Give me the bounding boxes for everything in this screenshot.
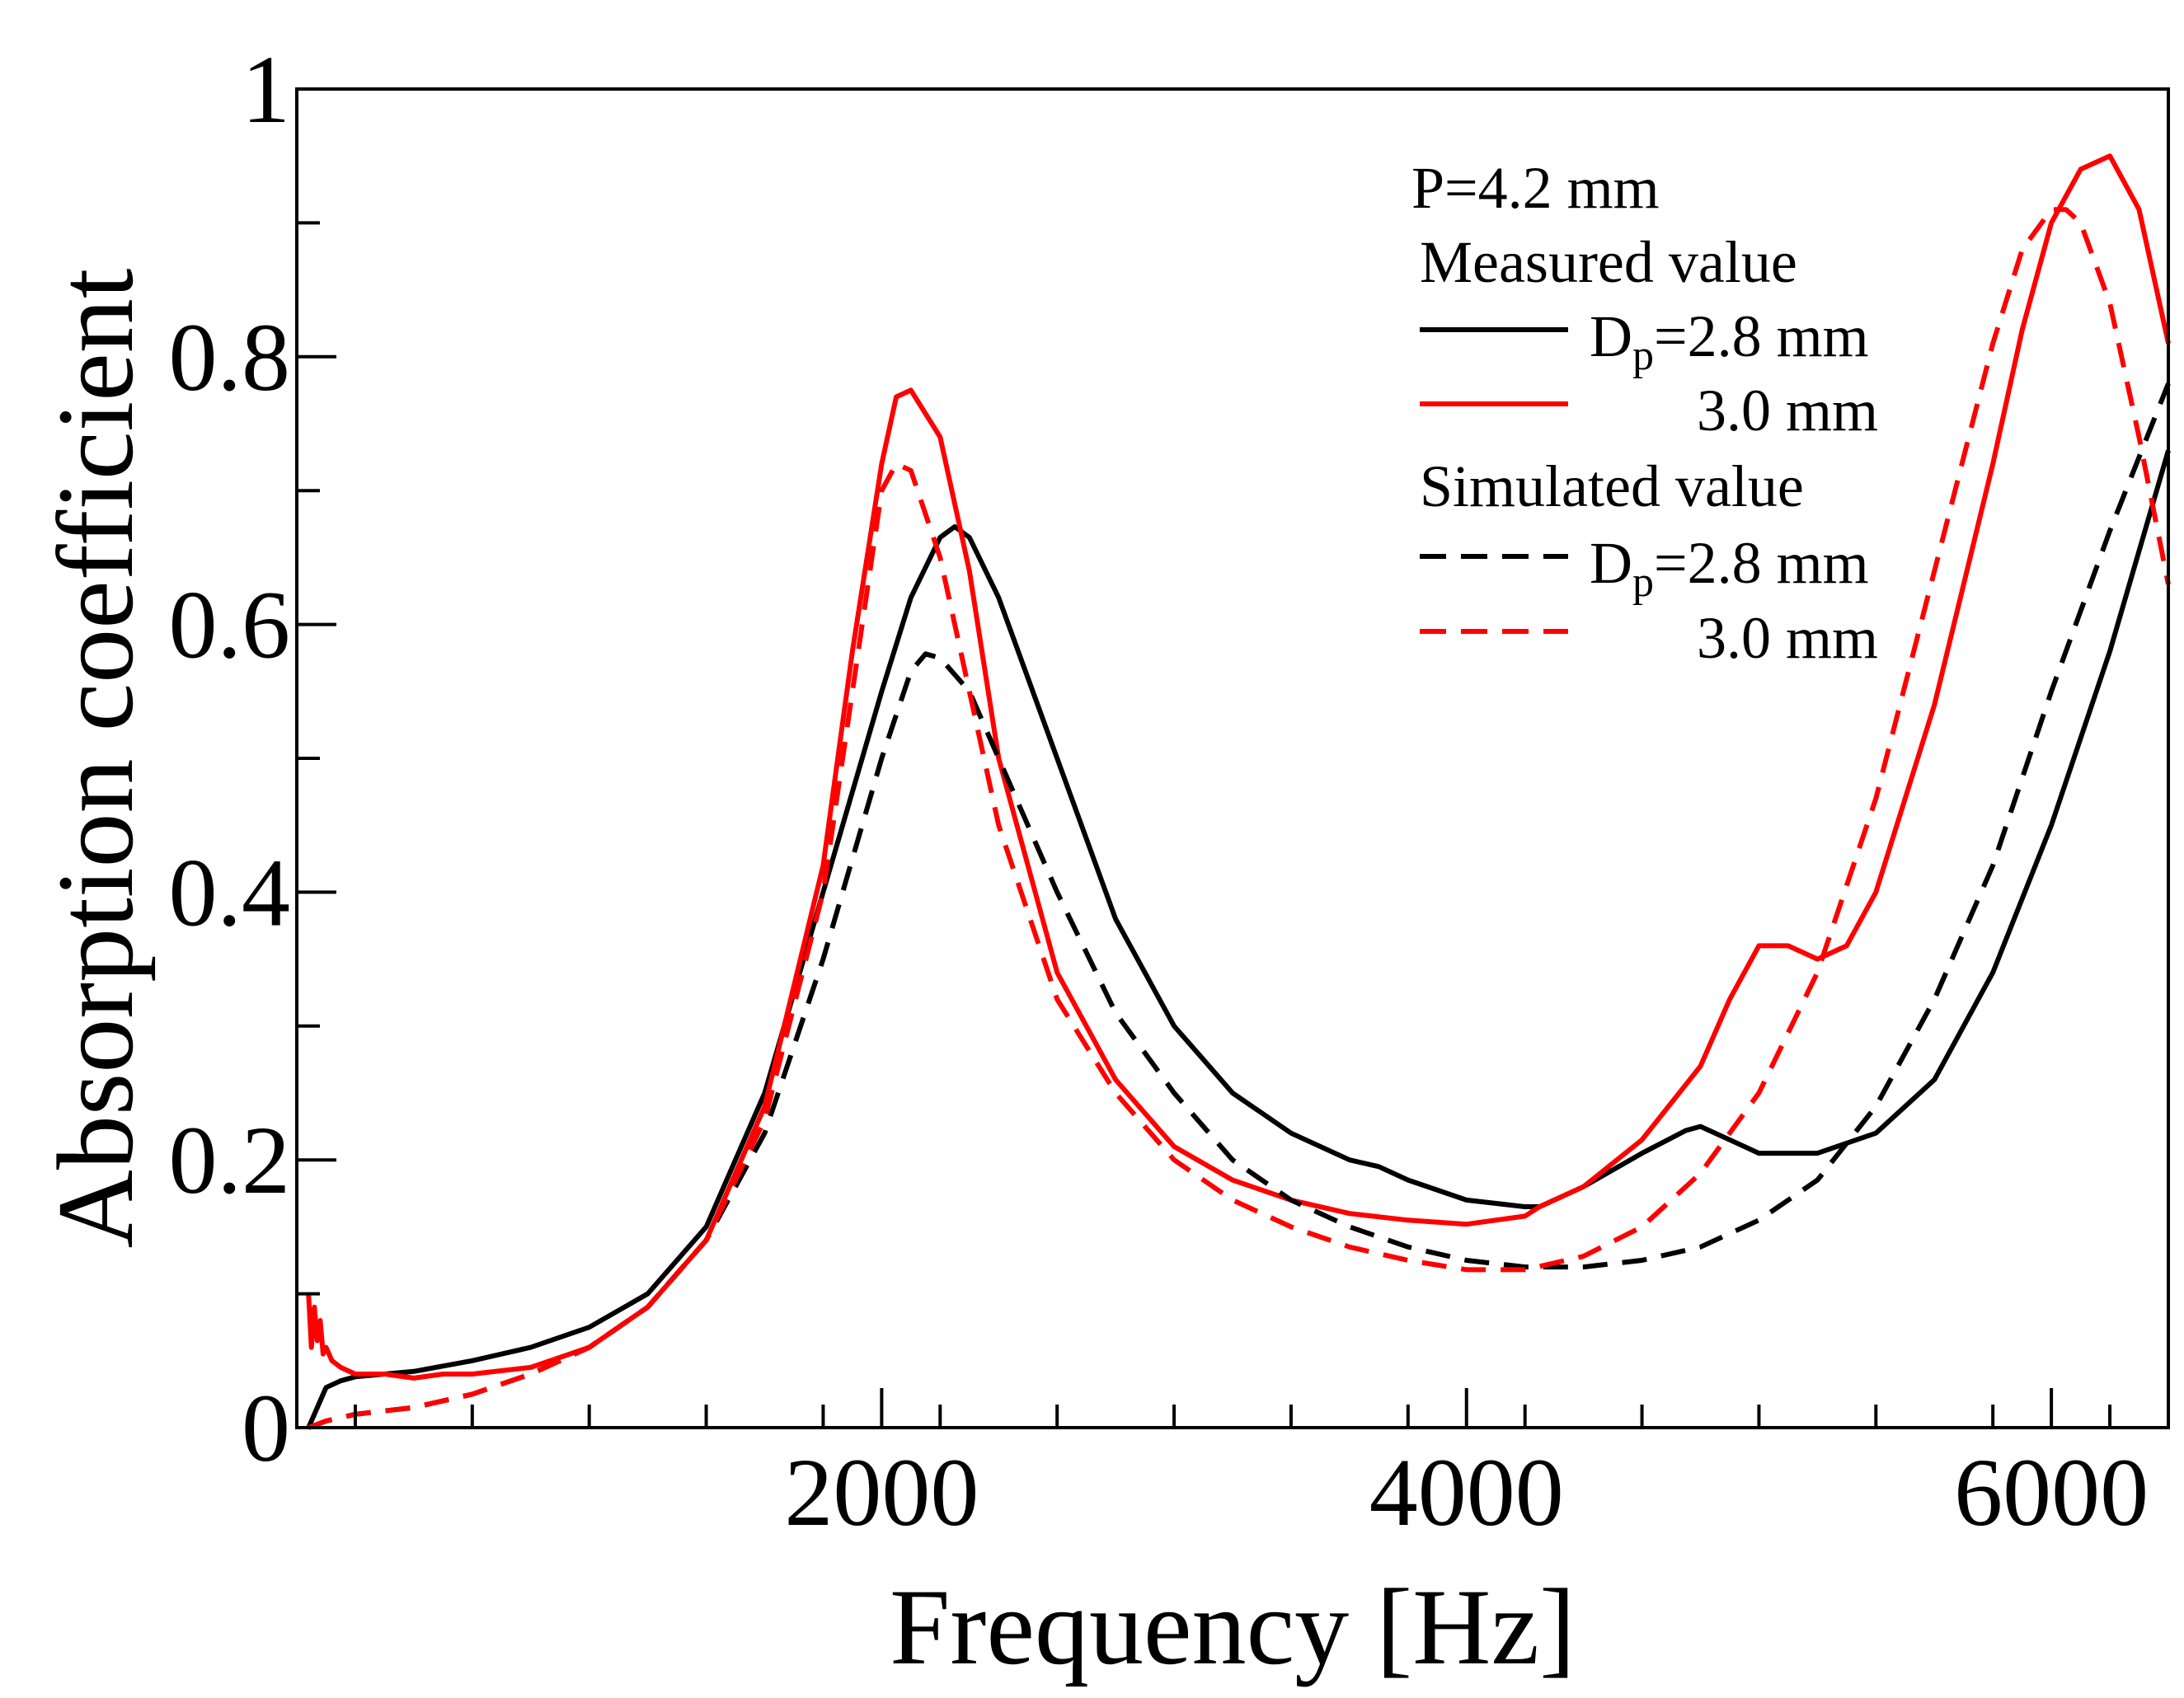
y-tick-label: 0.8 [169,303,291,411]
legend-label-simulated-2-8: Dp=2.8 mm [1590,530,1869,606]
legend-symbol-2: D [1590,530,1632,596]
ticks-layer: 2000 4000 6000 0 0.2 0.4 0.6 0.8 1 [169,35,2149,1546]
x-axis-title: Frequency [Hz] [890,1566,1576,1687]
legend-entry-3: =2.8 mm [1654,530,1869,596]
legend: P=4.2 mm Measured value Dp=2.8 mm 3.0 mm… [1411,155,1878,671]
series-line-1 [306,449,2171,1429]
series-line-3 [308,382,2171,1430]
y-tick-label: 0.4 [169,838,291,946]
legend-parameter: P=4.2 mm [1411,155,1660,221]
legend-label-simulated-3-0: 3.0 mm [1697,605,1878,671]
y-tick-label: 1 [242,35,290,143]
legend-symbol-1: D [1590,303,1632,369]
legend-subscript-1: p [1632,332,1654,379]
legend-measured-heading: Measured value [1420,229,1797,295]
legend-entry-1: =2.8 mm [1654,303,1869,369]
y-tick-label: 0 [242,1374,290,1482]
series-line-4 [308,207,2171,1430]
legend-simulated-heading: Simulated value [1420,453,1804,519]
series-line-2 [306,153,2171,1381]
series-layer [306,153,2171,1430]
legend-subscript-2: p [1632,559,1654,606]
legend-label-measured-3-0: 3.0 mm [1697,378,1878,443]
y-axis-title: Absorption coefficient [35,269,156,1249]
y-tick-label: 0.6 [169,571,291,679]
x-tick-label: 2000 [784,1438,979,1546]
legend-label-measured-2-8: Dp=2.8 mm [1590,303,1869,379]
x-tick-label: 4000 [1369,1438,1564,1546]
y-tick-label: 0.2 [169,1106,291,1214]
x-tick-label: 6000 [1954,1438,2149,1546]
